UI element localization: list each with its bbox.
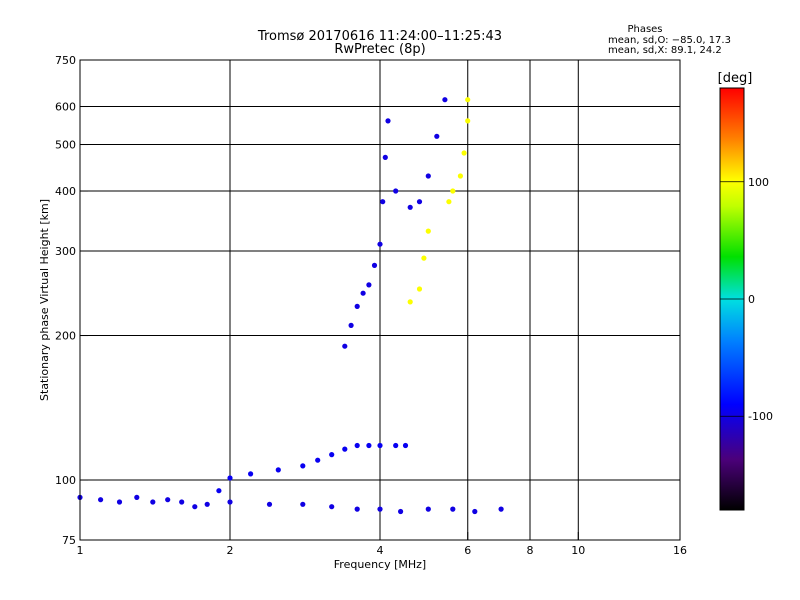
y-tick-label: 100 xyxy=(55,474,76,487)
data-point xyxy=(472,508,478,515)
y-tick-label: 75 xyxy=(62,534,76,547)
chart-title-line2: RwPretec (8p) xyxy=(334,42,425,57)
data-point xyxy=(266,501,273,507)
data-point xyxy=(393,442,399,449)
series-0 xyxy=(77,494,504,515)
data-point xyxy=(134,494,140,500)
data-point xyxy=(354,506,360,512)
chart-title-line1: Tromsø 20170616 11:24:00–11:25:43 xyxy=(257,29,502,44)
data-point xyxy=(300,501,306,507)
data-point xyxy=(329,504,335,510)
data-point xyxy=(416,199,423,205)
data-point xyxy=(402,442,409,449)
x-tick-label: 1 xyxy=(77,544,84,557)
y-axis-label: Stationary phase Virtual Height [km] xyxy=(38,199,51,401)
data-point xyxy=(461,150,467,156)
series-3 xyxy=(407,97,471,305)
data-point xyxy=(366,282,372,288)
data-point xyxy=(465,118,471,124)
colorbar-label: [deg] xyxy=(718,71,753,86)
data-point xyxy=(416,286,423,292)
colorbar-ticks: 100 0 -100 xyxy=(720,176,773,423)
x-tick-label: 6 xyxy=(464,544,471,557)
x-tick-label: 2 xyxy=(227,544,234,557)
data-point xyxy=(498,506,504,512)
data-point xyxy=(216,488,222,494)
colorbar-tick-label: -100 xyxy=(748,410,773,423)
data-point xyxy=(150,499,156,505)
data-point xyxy=(380,199,386,205)
data-point xyxy=(421,255,427,261)
data-point xyxy=(465,97,471,103)
data-point xyxy=(348,322,354,328)
axes-ticks: 1 2 4 6 8 10 16 75 100 200 300 400 500 600 750 xyxy=(55,54,687,557)
data-point xyxy=(382,154,388,160)
data-point xyxy=(425,506,431,512)
phase-stats-line2: mean, sd,X: 89.1, 24.2 xyxy=(608,45,722,56)
phase-stats-title: Phases xyxy=(627,24,662,35)
data-point xyxy=(425,173,431,179)
data-point xyxy=(446,199,452,205)
data-point xyxy=(227,499,233,505)
data-point xyxy=(300,463,306,469)
data-point xyxy=(407,299,413,305)
data-point xyxy=(315,457,321,463)
x-tick-label: 4 xyxy=(377,544,384,557)
data-point xyxy=(98,497,104,503)
data-point xyxy=(165,497,171,503)
data-point xyxy=(425,228,431,234)
x-tick-label: 8 xyxy=(527,544,534,557)
data-point xyxy=(192,504,198,510)
data-point xyxy=(385,118,391,124)
data-point xyxy=(377,241,383,247)
data-point xyxy=(179,499,185,505)
data-point xyxy=(457,173,463,179)
data-point xyxy=(393,188,399,194)
data-point xyxy=(360,290,366,296)
data-point xyxy=(366,442,372,449)
data-point xyxy=(248,471,254,477)
y-tick-label: 400 xyxy=(55,185,76,198)
data-point xyxy=(434,133,440,139)
phase-stats-line1: mean, sd,O: −85.0, 17.3 xyxy=(608,35,731,46)
x-axis-label: Frequency [MHz] xyxy=(334,558,426,571)
data-point xyxy=(116,499,123,505)
plot-frame xyxy=(79,59,681,541)
data-point xyxy=(354,442,360,449)
data-point xyxy=(275,467,281,473)
data-point xyxy=(377,442,383,449)
y-tick-label: 600 xyxy=(55,101,76,114)
data-point xyxy=(450,188,456,194)
data-points xyxy=(77,97,504,515)
series-1 xyxy=(216,442,409,494)
data-point xyxy=(377,506,383,512)
data-point xyxy=(450,506,456,512)
data-point xyxy=(442,97,448,103)
data-point xyxy=(227,475,233,481)
grid-lines xyxy=(80,60,680,540)
data-point xyxy=(204,501,210,507)
colorbar-tick-label: 100 xyxy=(748,176,769,189)
data-point xyxy=(354,303,360,309)
data-point xyxy=(371,262,378,268)
y-tick-label: 500 xyxy=(55,139,76,152)
data-point xyxy=(407,204,413,210)
y-tick-label: 200 xyxy=(55,330,76,343)
x-tick-label: 10 xyxy=(571,544,585,557)
data-point xyxy=(329,452,335,458)
colorbar-tick-label: 0 xyxy=(748,293,755,306)
y-tick-label: 300 xyxy=(55,245,76,258)
x-tick-label: 16 xyxy=(673,544,687,557)
series-2 xyxy=(342,97,448,349)
data-point xyxy=(342,446,348,452)
y-tick-label: 750 xyxy=(55,54,76,67)
data-point xyxy=(398,508,404,515)
data-point xyxy=(342,343,348,349)
